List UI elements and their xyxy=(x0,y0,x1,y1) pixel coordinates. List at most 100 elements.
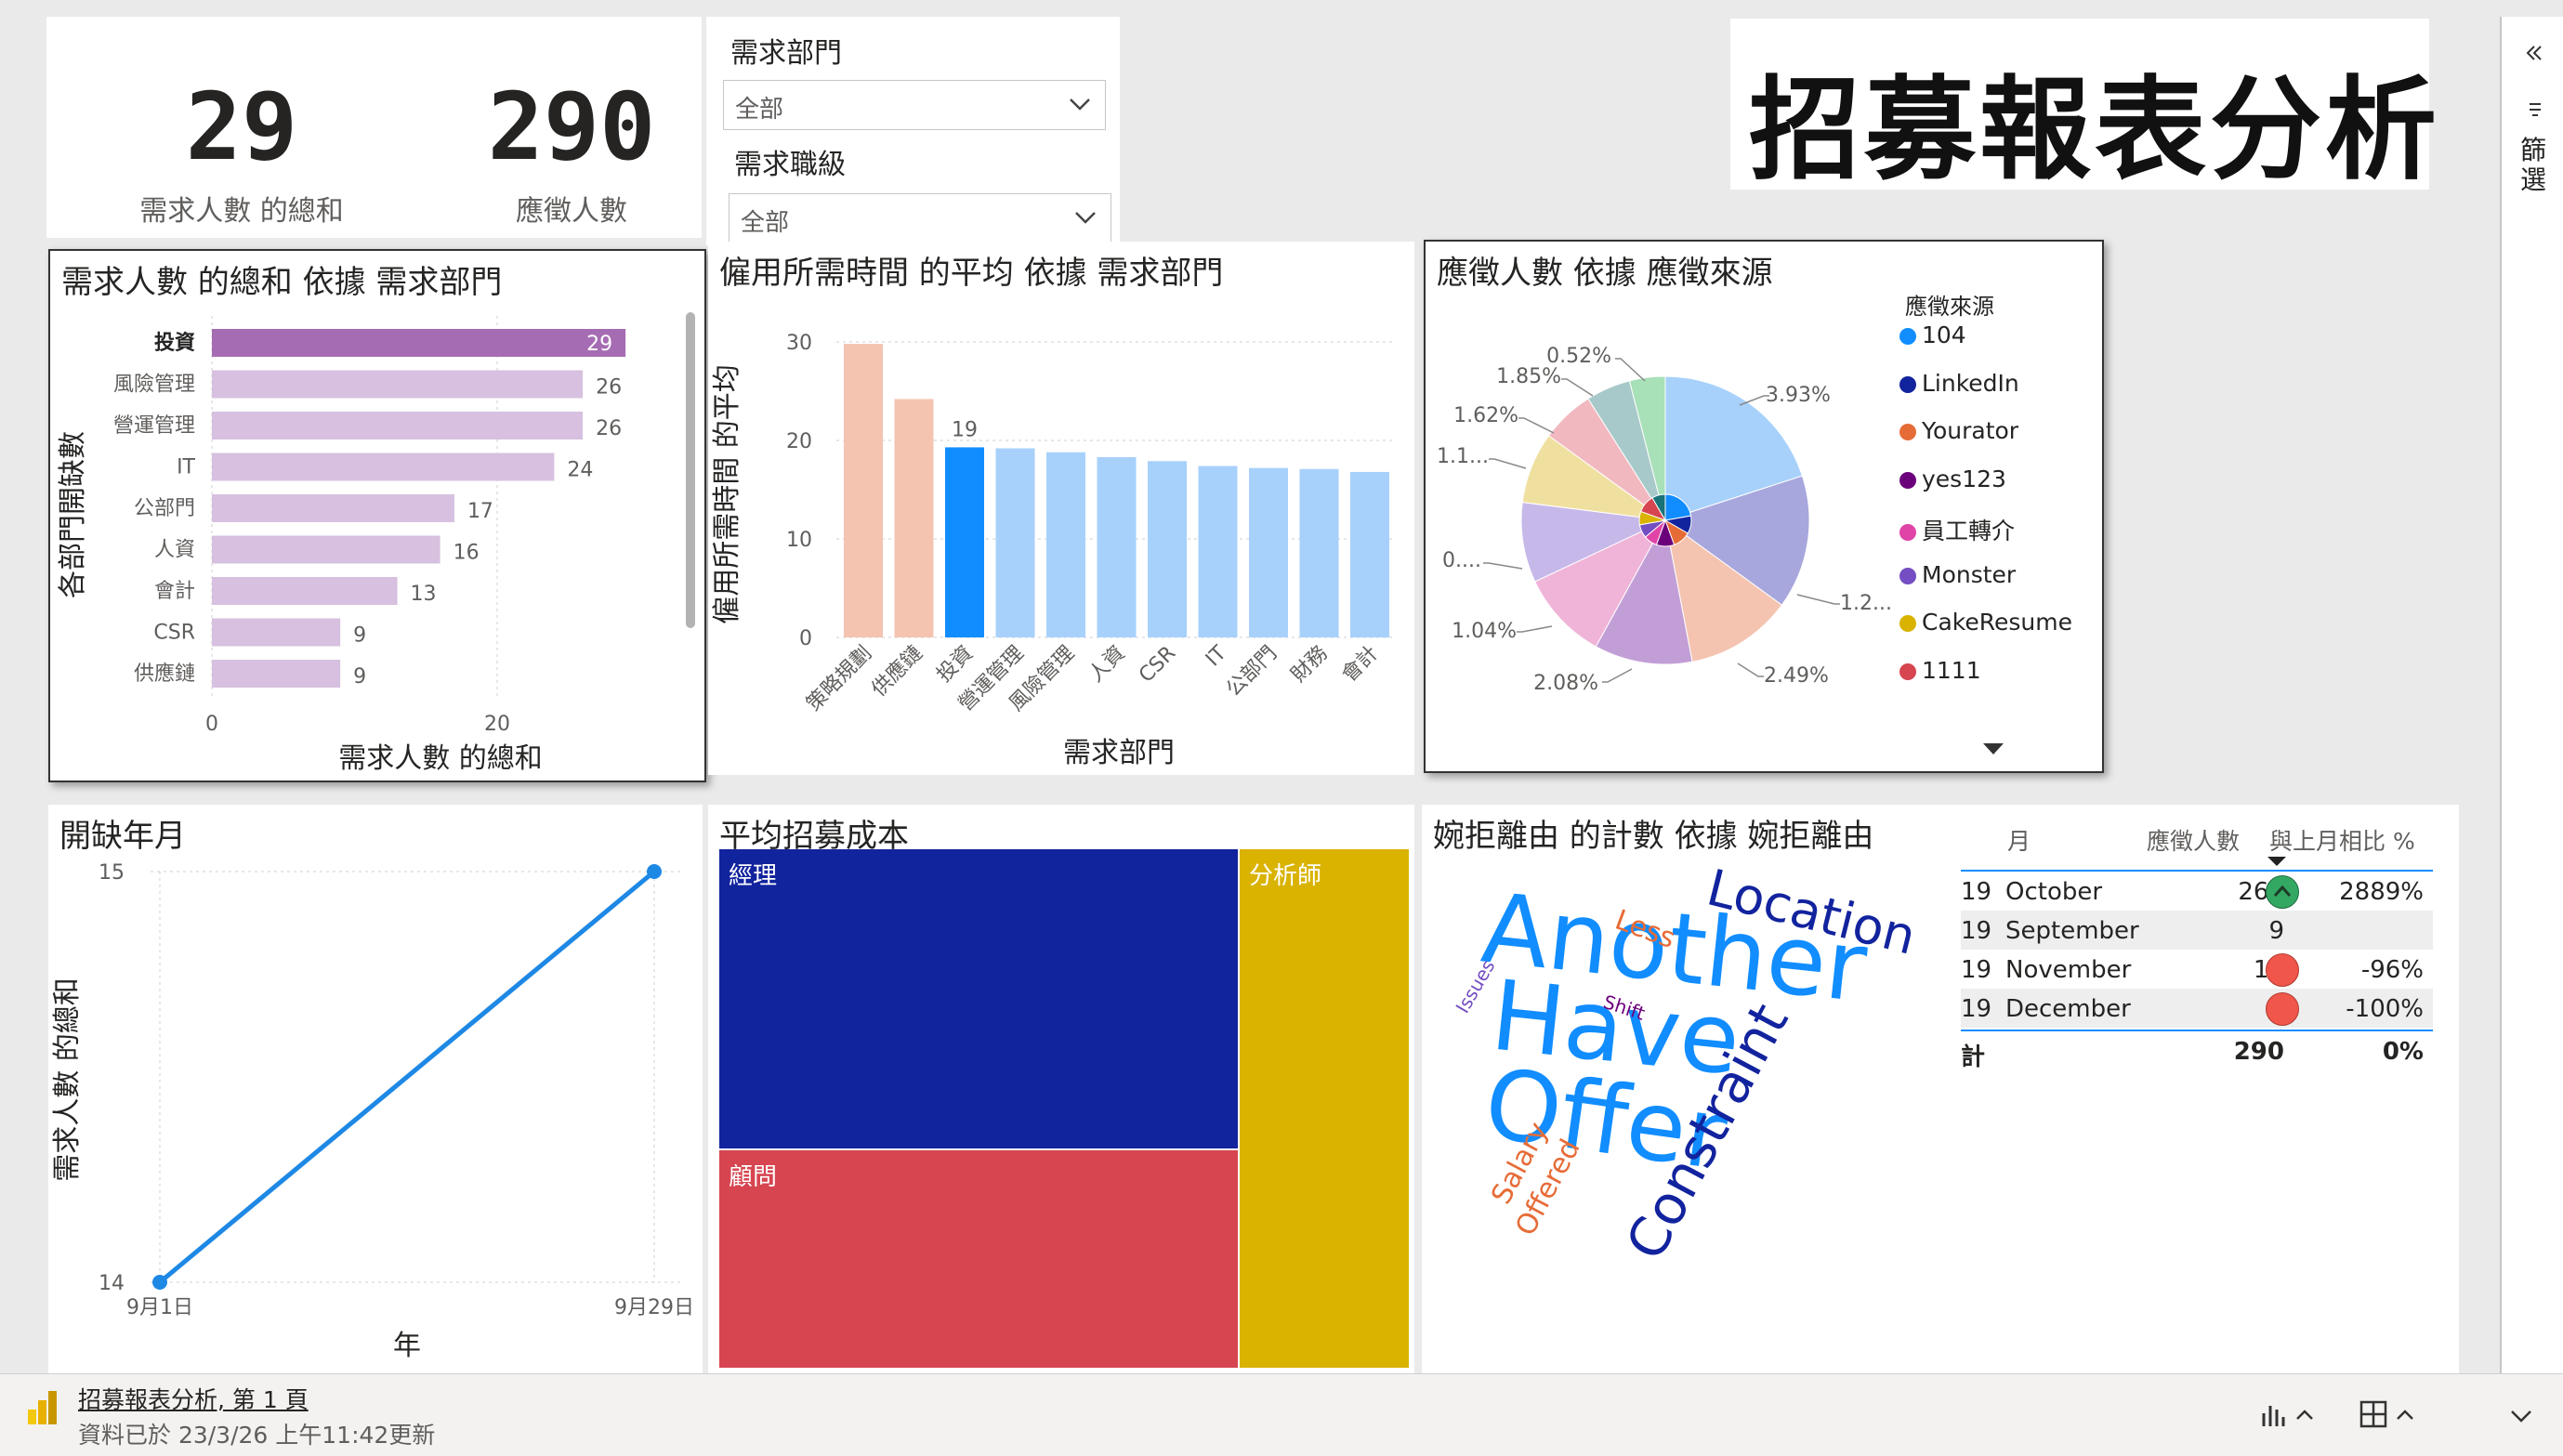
y-tick-label: 10 xyxy=(786,529,812,552)
chart-title: 應徵人數 依據 應徵來源 xyxy=(1437,255,1773,292)
legend-swatch xyxy=(1899,424,1916,440)
treemap-cell-consultant[interactable]: 顧問 xyxy=(719,1150,1238,1368)
leader-line xyxy=(1739,395,1769,406)
slicer-level-dropdown[interactable]: 全部 xyxy=(729,193,1111,243)
x-tick-label: 財務 xyxy=(1287,642,1333,688)
legend-item[interactable]: 104 xyxy=(1899,321,1966,348)
slice-label: 2.08% xyxy=(1533,672,1598,695)
bar-人資 xyxy=(1097,457,1137,637)
data-label: 16 xyxy=(453,542,480,565)
cell-year: 19 xyxy=(1961,995,1992,1023)
legend-item[interactable]: CakeResume xyxy=(1899,609,2072,636)
table-row[interactable]: 19 December -100% xyxy=(1961,989,2433,1028)
dept-demand-plot: 0 20 投資 29 風險管理 26 營運管理 26 IT 24 公部門 17 人資 16 會計 13 CSR 9… xyxy=(57,316,626,775)
pie-slice-2 xyxy=(1664,518,1783,662)
y-tick-label: 投資 xyxy=(154,331,195,355)
legend-swatch xyxy=(1899,615,1916,632)
bar-IT xyxy=(1198,466,1238,637)
powerbi-logo-icon xyxy=(28,1391,57,1424)
dept-demand-chart[interactable]: 需求人數 的總和 依據 需求部門 0 20 投資 29 風險管理 26 營運管理 26 IT 24… xyxy=(48,249,706,782)
data-label: 13 xyxy=(411,583,437,606)
applicant-source-chart[interactable]: 應徵人數 依據 應徵來源 3.93% 1.2... 2.49% 2.08% 1.04% 0… xyxy=(1424,240,2104,773)
demand-total-value: 29 xyxy=(185,72,298,181)
legend-label: yes123 xyxy=(1922,465,2006,492)
cell-month: September xyxy=(2005,917,2139,945)
filter-pane[interactable]: 篩選 xyxy=(2500,17,2563,1379)
treemap-cell-analyst[interactable]: 分析師 xyxy=(1240,849,1409,1368)
cell-year: 19 xyxy=(1961,956,1992,984)
cell-pct: -100% xyxy=(2346,995,2424,1023)
data-label: 17 xyxy=(467,500,493,523)
table-row[interactable]: 19 September 9 xyxy=(1961,911,2433,950)
collapse-left-icon[interactable] xyxy=(2524,43,2544,63)
avg-time-chart[interactable]: 僱用所需時間 的平均 依據 需求部門 0 10 20 30 策略規劃 供應鏈 投資 19 營運管… xyxy=(708,242,1414,775)
leader-line xyxy=(1615,358,1646,382)
data-label: 9 xyxy=(353,665,366,689)
bar-會計 xyxy=(212,577,398,605)
slicer-dept-value: 全部 xyxy=(735,96,784,124)
col-header-month[interactable]: 月 xyxy=(2007,828,2031,855)
slicer-level-title: 需求職級 xyxy=(734,149,846,181)
legend-item[interactable]: LinkedIn xyxy=(1899,370,2019,397)
table-row[interactable]: 19 October 269 2889% xyxy=(1961,872,2433,911)
bar-投資 xyxy=(212,329,626,357)
open-month-chart[interactable]: 開缺年月 14 15 9月1日 9月29日年 需求人數 的總和 xyxy=(48,805,703,1373)
word-have: Have xyxy=(1486,959,1745,1097)
caret-down-icon[interactable] xyxy=(1983,743,2004,756)
chart-title: 僱用所需時間 的平均 依據 需求部門 xyxy=(719,255,1224,292)
x-tick-label: IT xyxy=(1202,641,1231,671)
slice-label: 0.52% xyxy=(1546,345,1611,368)
legend-label: 1111 xyxy=(1922,656,1981,684)
bar-CSR xyxy=(1148,461,1187,637)
pie-inner-slice-8 xyxy=(1651,493,1666,522)
legend-label: 104 xyxy=(1922,321,1966,348)
table-body: 19 October 269 2889% 19 September 9 19 N… xyxy=(1961,870,2433,1071)
data-label: 24 xyxy=(567,459,593,482)
legend-item[interactable]: Monster xyxy=(1899,561,2016,588)
legend-item[interactable]: 1111 xyxy=(1899,657,1981,684)
legend-item[interactable]: Yourator xyxy=(1899,417,2018,444)
leader-line xyxy=(1737,662,1764,677)
leader-line xyxy=(1518,417,1555,434)
visual-toggle-icon[interactable] xyxy=(2260,1400,2316,1430)
x-tick-label: 策略規劃 xyxy=(802,642,876,716)
avg-cost-treemap[interactable]: 平均招募成本 經理 顧問 分析師 xyxy=(708,805,1414,1373)
decline-reason-wordcloud[interactable]: 婉拒離由 的計數 依據 婉拒離由 Another Have Offer Loca… xyxy=(1422,805,1972,1373)
page-name-link[interactable]: 招募報表分析, 第 1 頁 xyxy=(78,1386,309,1413)
bar-供應鏈 xyxy=(894,399,934,637)
data-updated-text: 資料已於 23/3/26 上午11:42更新 xyxy=(78,1422,436,1449)
treemap-cell-manager[interactable]: 經理 xyxy=(719,849,1238,1148)
cell-year: 19 xyxy=(1961,878,1992,906)
legend-item[interactable]: yes123 xyxy=(1899,466,2006,492)
leader-line xyxy=(1561,378,1594,397)
slicer-dept-dropdown[interactable]: 全部 xyxy=(723,80,1106,130)
pie-slice-4 xyxy=(1534,518,1667,648)
monthly-table[interactable]: 月 應徵人數 與上月相比 % 19 October 269 2889% 19 S… xyxy=(1961,805,2459,1373)
slice-label: 0.... xyxy=(1442,549,1481,572)
chevron-down-icon[interactable] xyxy=(2509,1408,2533,1424)
legend-label: CakeResume xyxy=(1922,609,2072,636)
col-header-pct[interactable]: 與上月相比 % xyxy=(2269,828,2415,855)
bar-供應鏈 xyxy=(212,660,341,688)
cell-count: 9 xyxy=(2268,917,2284,945)
table-row[interactable]: 19 November 12 -96% xyxy=(1961,950,2433,989)
filter-pane-label[interactable]: 篩選 xyxy=(2520,135,2547,195)
cell-total-count: 290 xyxy=(2233,1038,2284,1066)
treemap-label: 經理 xyxy=(729,862,778,890)
legend-swatch xyxy=(1899,328,1916,345)
bar-公部門 xyxy=(1249,467,1288,637)
layout-toggle-icon[interactable] xyxy=(2359,1398,2420,1430)
data-point xyxy=(647,864,662,879)
y-tick-label: 20 xyxy=(786,430,812,453)
col-header-count[interactable]: 應徵人數 xyxy=(2147,828,2241,855)
scrollbar[interactable] xyxy=(686,312,695,628)
data-label: 26 xyxy=(596,376,622,400)
legend-item[interactable]: 員工轉介 xyxy=(1899,513,2015,546)
slicers-tile: 需求部門 全部 需求職級 全部 xyxy=(706,17,1120,245)
bar-會計 xyxy=(1350,471,1389,637)
bar-財務 xyxy=(1299,468,1339,637)
cell-pct: 2889% xyxy=(2339,878,2424,906)
bar-營運管理 xyxy=(995,448,1035,637)
bar-策略規劃 xyxy=(844,344,883,637)
